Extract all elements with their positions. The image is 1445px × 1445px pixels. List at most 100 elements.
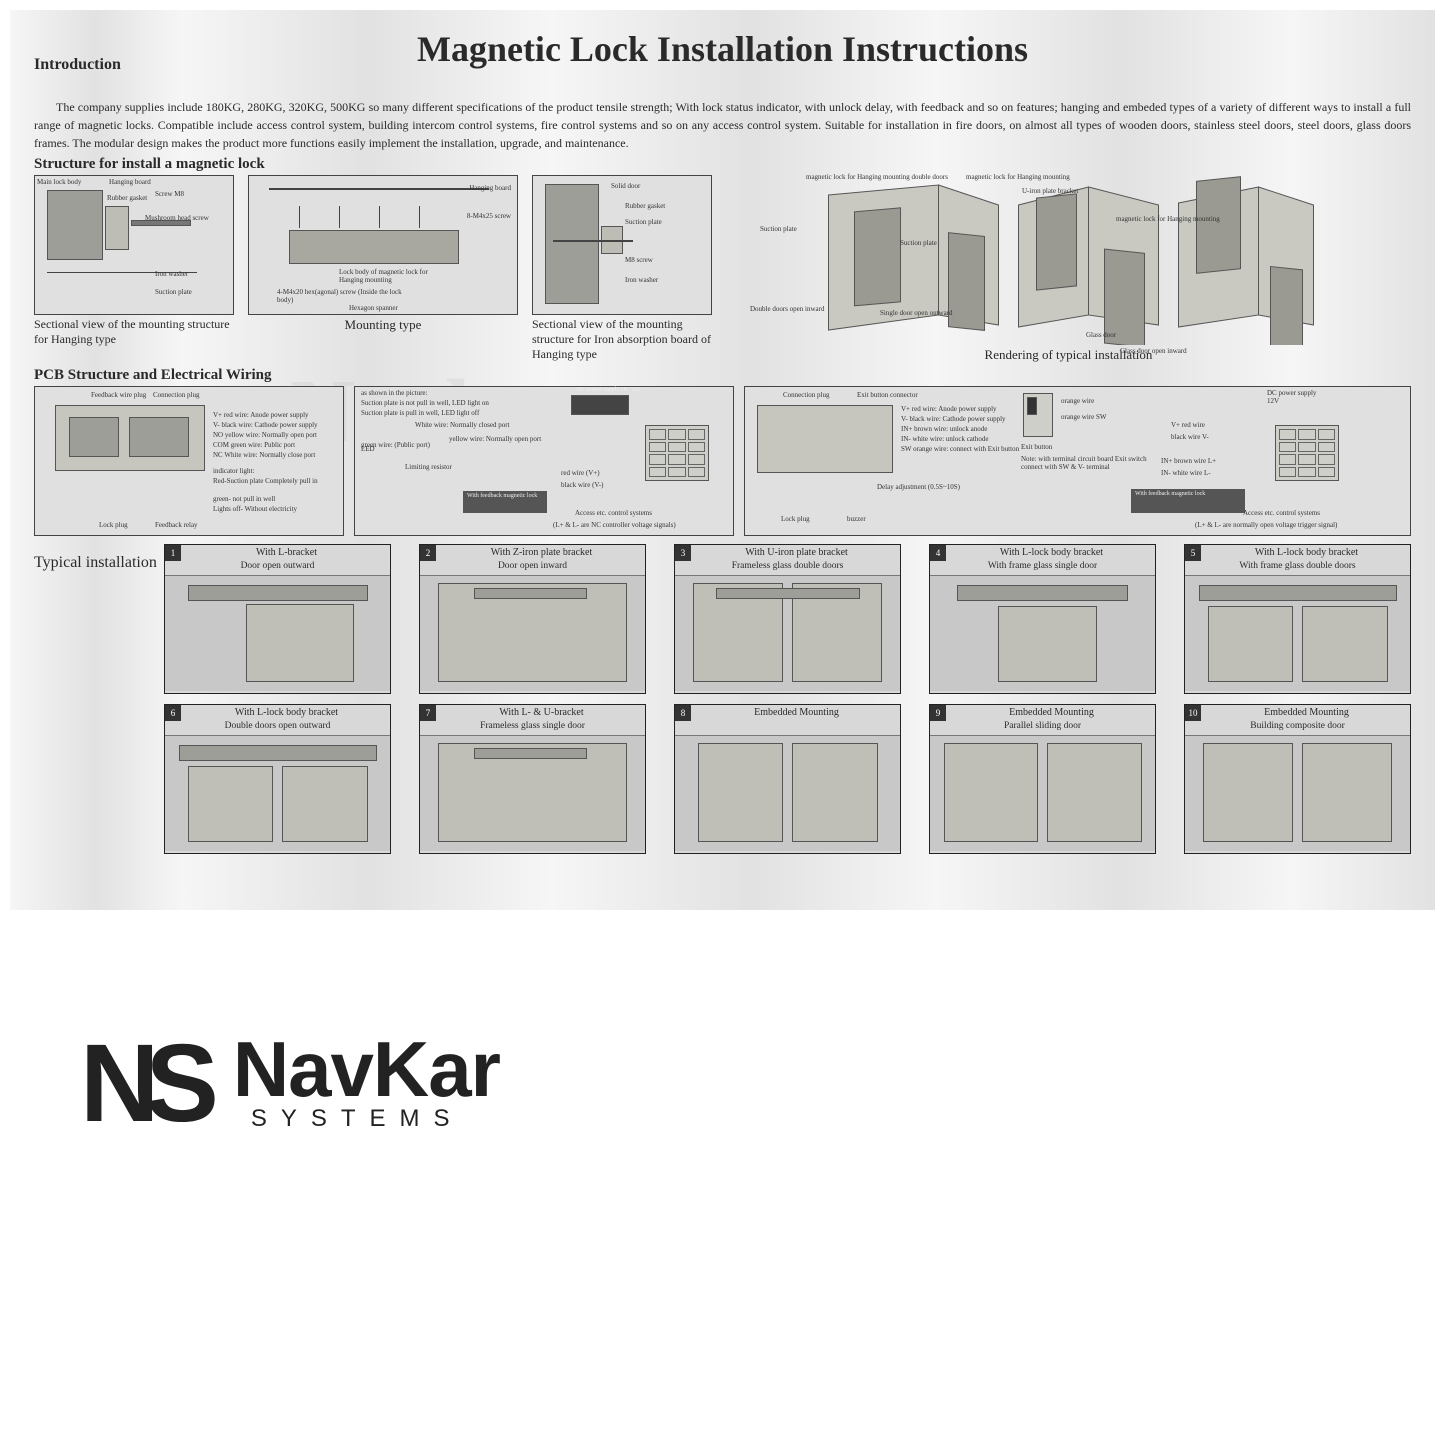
label: White wire: Normally closed port <box>415 421 565 429</box>
label: Screw M8 <box>155 190 184 198</box>
label: Rubber gasket <box>625 202 665 210</box>
label: Connection plug <box>153 391 199 399</box>
label: red wire (V+) <box>561 469 600 477</box>
h2: Building composite door <box>1189 721 1406 731</box>
label: Suction plate <box>900 239 937 247</box>
pcb-row: Feedback wire plug Connection plug V+ re… <box>34 386 1411 536</box>
label: V+ red wire: Anode power supply <box>901 405 1031 413</box>
label: (L+ & L- are NC controller voltage signa… <box>553 521 733 529</box>
num: 1 <box>165 545 181 561</box>
install-cell: 9Embedded MountingParallel sliding door <box>929 704 1156 854</box>
diagram-sectional-iron: Solid door Rubber gasket Suction plate M… <box>532 175 712 362</box>
label: magnetic lock for Hanging mounting <box>1116 215 1220 223</box>
label: indicator light: <box>213 467 254 475</box>
num: 2 <box>420 545 436 561</box>
h1: With Z-iron plate bracket <box>442 547 641 558</box>
label: Main lock body <box>37 178 81 186</box>
label: Note: with terminal circuit board Exit s… <box>1021 455 1161 471</box>
label: Suction plate <box>760 225 797 233</box>
label: magnetic lock for Hanging mounting doubl… <box>806 173 948 181</box>
install-cell: 2 With Z-iron plate bracket Door open inwa… <box>419 544 646 694</box>
label: orange wire <box>1061 397 1094 405</box>
h1: With L-lock body bracket <box>952 547 1151 558</box>
label: Lock plug <box>99 521 128 529</box>
label: V- black wire: Cathode power supply <box>901 415 1031 423</box>
diagram-sectional-hanging: Main lock body Hanging board Rubber gask… <box>34 175 234 347</box>
num: 4 <box>930 545 946 561</box>
label: V+ red wire: Anode power supply <box>213 411 341 419</box>
label: NO yellow wire: Normally open port <box>213 431 341 439</box>
label: IN+ brown wire L+ <box>1161 457 1216 465</box>
label: as shown in the picture: <box>361 389 428 397</box>
h1: Embedded Mounting <box>697 707 896 718</box>
navkar-logo: NS NavKar SYSTEMS <box>80 1020 500 1147</box>
label: With feedback magnetic lock <box>1135 491 1241 497</box>
num: 7 <box>420 705 436 721</box>
num: 10 <box>1185 705 1201 721</box>
install-cell: 4 With L-lock body bracket With frame glas… <box>929 544 1156 694</box>
label: Single door open outward <box>880 309 953 317</box>
pcb-diagram-mid: as shown in the picture: Suction plate i… <box>354 386 734 536</box>
diagram-caption: Sectional view of the mounting structure… <box>532 317 712 362</box>
label: buzzer <box>847 515 866 523</box>
logo-sub: SYSTEMS <box>251 1105 500 1133</box>
install-cell: 10 Embedded Mounting Building composite do… <box>1184 704 1411 854</box>
h1: Embedded Mounting <box>1207 707 1406 718</box>
pcb-title: PCB Structure and Electrical Wiring <box>34 367 1411 384</box>
label: With feedback magnetic lock <box>467 493 543 499</box>
page-title: Magnetic Lock Installation Instructions <box>34 28 1411 70</box>
h1: With L-bracket <box>187 547 386 558</box>
diagram-caption: Rendering of typical installation <box>726 347 1411 363</box>
label: Access etc. control systems <box>575 509 652 517</box>
h2: Door open outward <box>169 561 386 571</box>
label: V- black wire: Cathode power supply <box>213 421 341 429</box>
label: U-iron plate bracket <box>1022 187 1078 195</box>
label: Exit button <box>1021 443 1052 451</box>
diagram-3d-rendering: magnetic lock for Hanging mounting doubl… <box>726 175 1411 363</box>
h2: With frame glass double doors <box>1189 561 1406 571</box>
install-cell: 5With L-lock body bracketWith frame glas… <box>1184 544 1411 694</box>
label: Solid door <box>611 182 640 190</box>
typical-installation-wrap: Typical installation 1With L-bracketDoor… <box>34 544 1411 854</box>
intro-paragraph: The company supplies include 180KG, 280K… <box>34 98 1411 152</box>
label: Hanging board <box>109 178 151 186</box>
pcb-diagram-right: Connection plug Exit button connector V+… <box>744 386 1411 536</box>
label: yellow wire: Normally open port <box>449 435 579 443</box>
label: NC White wire: Normally close port <box>213 451 341 459</box>
label: magnetic lock for Hanging mounting <box>966 173 1070 181</box>
label: Red-Suction plate Completely pull in <box>213 477 341 485</box>
label: Mushroom head screw <box>145 214 209 222</box>
num: 5 <box>1185 545 1201 561</box>
h1: With L-lock body bracket <box>187 707 386 718</box>
mounting-diagrams-row: Main lock body Hanging board Rubber gask… <box>34 175 1411 363</box>
install-grid: 1 With L-bracket Door open outward 2 With Z… <box>164 544 1411 854</box>
diagram-caption: Mounting type <box>248 317 518 333</box>
label: 4-M4x20 hex(agonal) screw (Inside the lo… <box>277 288 407 304</box>
diagram-caption: Sectional view of the mounting structure… <box>34 317 234 347</box>
label: orange wire SW <box>1061 413 1106 421</box>
label: Glass door <box>1086 331 1116 339</box>
label: Glass door open inward <box>1120 347 1187 355</box>
label: Lights off- Without electricity <box>213 505 341 513</box>
label: Suction plate is pull in well, LED light… <box>361 409 561 417</box>
num: 8 <box>675 705 691 721</box>
label: Feedback relay <box>155 521 198 529</box>
install-cell: 8 Embedded Mounting <box>674 704 901 854</box>
instruction-sheet: Navkar SYSTEMS Introduction Magnetic Loc… <box>10 10 1435 910</box>
label: Lock body of magnetic lock for Hanging m… <box>339 268 439 284</box>
label: IN+ brown wire: unlock anode <box>901 425 1031 433</box>
label: Hexagon spanner <box>349 304 398 312</box>
install-cell: 1 With L-bracket Door open outward <box>164 544 391 694</box>
h2: Parallel sliding door <box>934 721 1151 731</box>
label: green- not pull in well <box>213 495 341 503</box>
label: black wire V- <box>1171 433 1209 441</box>
label: Connection plug <box>783 391 829 399</box>
num: 6 <box>165 705 181 721</box>
label: Lock plug <box>781 515 810 523</box>
label: Suction plate <box>625 218 662 226</box>
h2: With frame glass single door <box>934 561 1151 571</box>
label: V+ red wire <box>1171 421 1205 429</box>
label: Limiting resistor <box>405 463 452 471</box>
label: SW orange wire: connect with Exit button <box>901 445 1041 453</box>
h2: Door open inward <box>424 561 641 571</box>
